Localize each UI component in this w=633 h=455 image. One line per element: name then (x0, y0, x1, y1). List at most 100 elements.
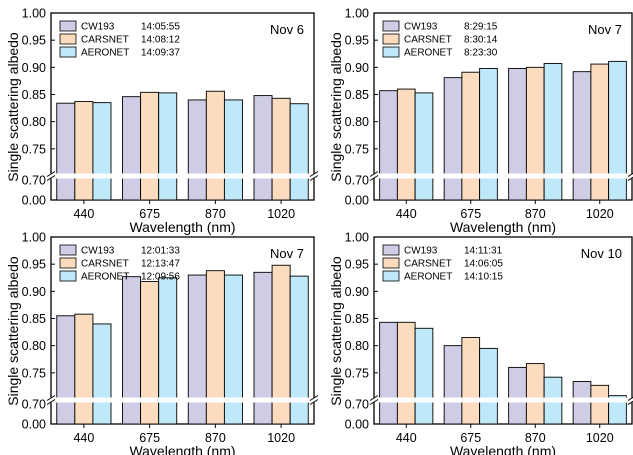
axis-break-mark (309, 395, 319, 401)
x-tick-label: 870 (205, 207, 226, 221)
legend-swatch-aeronet (382, 46, 400, 58)
bar-aeronet-440 (92, 323, 112, 425)
legend-time: 8:23:30 (464, 48, 498, 59)
legend-swatch-cw193 (59, 244, 77, 256)
axis-break-mark (309, 399, 319, 405)
y-tick-label: 0.95 (345, 258, 369, 272)
bar-cw193-1020 (253, 95, 273, 201)
x-tick-label: 675 (460, 207, 481, 221)
bar-carsnet-870 (525, 363, 545, 425)
y-tick-label: 0.00 (345, 194, 369, 208)
chart-panel-3: 440 675 870 1020 0.00 0.70 0.75 0.80 0.85 0.90 0.9… (5, 231, 322, 455)
x-tick-label: 675 (139, 431, 160, 445)
y-tick-label: 0.85 (22, 312, 46, 326)
y-axis-title: Single scattering albedo (328, 256, 344, 406)
bar-cw193-870 (187, 99, 207, 201)
y-tick-label: 0.75 (22, 366, 46, 380)
x-tick-label: 1020 (267, 431, 295, 445)
legend-label: CW193 (81, 22, 115, 33)
legend-label: CW193 (404, 22, 438, 33)
y-tick-label: 0.80 (345, 115, 369, 129)
axis-break-mark (46, 175, 56, 181)
bar-aeronet-870 (223, 99, 243, 201)
x-tick-label: 870 (205, 431, 226, 445)
x-tick-label: 440 (396, 431, 417, 445)
bar-aeronet-675 (158, 277, 178, 425)
legend-swatch-carsnet (382, 33, 400, 45)
x-axis-title: Wavelength (nm) (450, 219, 556, 235)
y-tick-label: 0.95 (22, 258, 46, 272)
bar-carsnet-440 (74, 313, 94, 425)
bar-aeronet-440 (92, 102, 112, 201)
y-tick-label: 0.75 (345, 142, 369, 156)
legend-swatch-cw193 (382, 244, 400, 256)
axis-break-mark (627, 400, 633, 405)
legend-label: CARSNET (404, 259, 452, 270)
bar-cw193-675 (443, 77, 463, 201)
bar-carsnet-675 (461, 337, 481, 425)
bar-aeronet-675 (479, 347, 498, 425)
x-tick-label: 1020 (267, 207, 295, 221)
y-tick-label: 0.85 (345, 88, 369, 102)
bar-carsnet-1020 (590, 384, 610, 425)
y-axis-title: Single scattering albedo (328, 32, 344, 182)
legend-time: 12:13:47 (141, 259, 180, 270)
bar-cw193-675 (122, 96, 142, 201)
y-tick-label: 0.85 (22, 88, 46, 102)
date-label: Nov 10 (581, 246, 622, 261)
y-tick-label: 0.90 (22, 285, 46, 299)
y-tick-label: 0.95 (345, 34, 369, 48)
bar-aeronet-675 (158, 92, 178, 201)
legend-label: CARSNET (81, 35, 129, 46)
axis-break-band (43, 173, 322, 179)
y-tick-label: 0.95 (22, 34, 46, 48)
y-tick-label: 0.70 (22, 398, 46, 412)
axis-break-band (366, 173, 633, 179)
x-tick-label: 1020 (586, 207, 614, 221)
plot-frame (50, 12, 315, 201)
bar-aeronet-1020 (289, 103, 309, 201)
bar-carsnet-675 (461, 71, 481, 201)
y-tick-label: 0.85 (345, 312, 369, 326)
y-tick-label: 1.00 (22, 7, 46, 21)
bar-carsnet-870 (525, 66, 545, 201)
chart-panel-1: 440 675 870 1020 0.00 0.70 0.75 0.80 0.85 0.90 0.9… (5, 7, 322, 235)
legend-time: 14:06:05 (464, 259, 503, 270)
y-tick-label: 0.80 (22, 115, 46, 129)
y-tick-label: 1.00 (345, 231, 369, 245)
axis-break-mark (627, 396, 633, 401)
bar-aeronet-440 (414, 327, 434, 425)
legend-label: AERONET (81, 48, 129, 59)
plot-frame (373, 236, 633, 425)
y-tick-label: 0.75 (345, 366, 369, 380)
y-tick-label: 1.00 (22, 231, 46, 245)
chart-panel-4: 440 675 870 1020 0.00 0.70 0.75 0.80 0.85 0.90 0.9… (328, 231, 633, 455)
chart-panel-2: 440 675 870 1020 0.00 0.70 0.75 0.80 0.85 0.90 0.9… (328, 7, 633, 235)
y-tick-label: 0.70 (22, 174, 46, 188)
x-tick-label: 675 (460, 431, 481, 445)
legend-label: AERONET (81, 272, 129, 283)
legend-label: CARSNET (404, 35, 452, 46)
bar-carsnet-675 (140, 91, 160, 201)
y-tick-label: 0.90 (22, 61, 46, 75)
legend-label: CW193 (404, 246, 438, 257)
legend: CW193 8:29:15 CARSNET 8:30:14 AERONET 8:23:30 (382, 20, 498, 59)
bar-cw193-440 (56, 102, 76, 201)
bar-carsnet-440 (74, 101, 94, 201)
legend-time: 8:29:15 (464, 22, 498, 33)
y-axis-title: Single scattering albedo (5, 32, 21, 182)
legend: CW193 14:05:55 CARSNET 14:08:12 AERONET 14:09… (59, 20, 180, 59)
axis-break-mark (309, 175, 319, 181)
bar-cw193-440 (379, 321, 398, 425)
axis-break-mark (369, 395, 379, 401)
legend: CW193 12:01:33 CARSNET 12:13:47 AERONET 12:09… (59, 244, 180, 283)
legend-swatch-cw193 (59, 20, 77, 32)
axis-break-mark (369, 175, 379, 181)
axis-break-mark (369, 399, 379, 405)
bar-cw193-1020 (572, 71, 592, 201)
legend-swatch-cw193 (382, 20, 400, 32)
legend-label: CARSNET (81, 259, 129, 270)
bar-aeronet-440 (414, 92, 434, 201)
plot-frame (50, 236, 315, 425)
x-axis-title: Wavelength (nm) (129, 443, 235, 455)
